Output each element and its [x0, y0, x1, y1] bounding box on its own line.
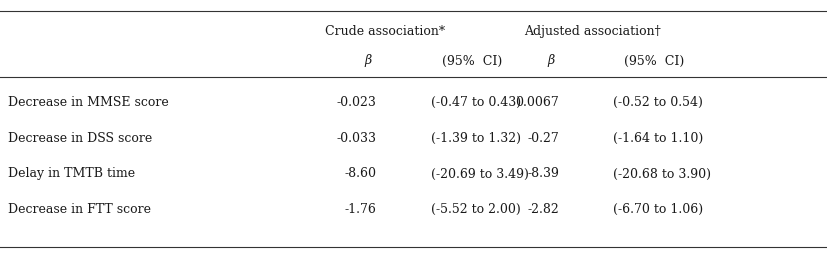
Text: -0.27: -0.27 [527, 132, 558, 145]
Text: (-5.52 to 2.00): (-5.52 to 2.00) [430, 203, 519, 216]
Text: (-1.39 to 1.32): (-1.39 to 1.32) [430, 132, 520, 145]
Text: (95%  CI): (95% CI) [442, 54, 501, 68]
Text: -8.39: -8.39 [527, 167, 558, 181]
Text: (-20.69 to 3.49): (-20.69 to 3.49) [430, 167, 528, 181]
Text: β: β [547, 54, 553, 68]
Text: Adjusted association†: Adjusted association† [523, 25, 660, 38]
Text: (-6.70 to 1.06): (-6.70 to 1.06) [612, 203, 702, 216]
Text: (-20.68 to 3.90): (-20.68 to 3.90) [612, 167, 710, 181]
Text: -1.76: -1.76 [345, 203, 376, 216]
Text: Delay in TMTB time: Delay in TMTB time [8, 167, 136, 181]
Text: -0.023: -0.023 [337, 96, 376, 109]
Text: -0.033: -0.033 [337, 132, 376, 145]
Text: (95%  CI): (95% CI) [624, 54, 683, 68]
Text: (-0.52 to 0.54): (-0.52 to 0.54) [612, 96, 702, 109]
Text: Decrease in MMSE score: Decrease in MMSE score [8, 96, 169, 109]
Text: (-0.47 to 0.43): (-0.47 to 0.43) [430, 96, 520, 109]
Text: Decrease in FTT score: Decrease in FTT score [8, 203, 151, 216]
Text: Crude association*: Crude association* [324, 25, 445, 38]
Text: -2.82: -2.82 [527, 203, 558, 216]
Text: 0.0067: 0.0067 [514, 96, 558, 109]
Text: -8.60: -8.60 [344, 167, 376, 181]
Text: β: β [365, 54, 371, 68]
Text: (-1.64 to 1.10): (-1.64 to 1.10) [612, 132, 702, 145]
Text: Decrease in DSS score: Decrease in DSS score [8, 132, 152, 145]
